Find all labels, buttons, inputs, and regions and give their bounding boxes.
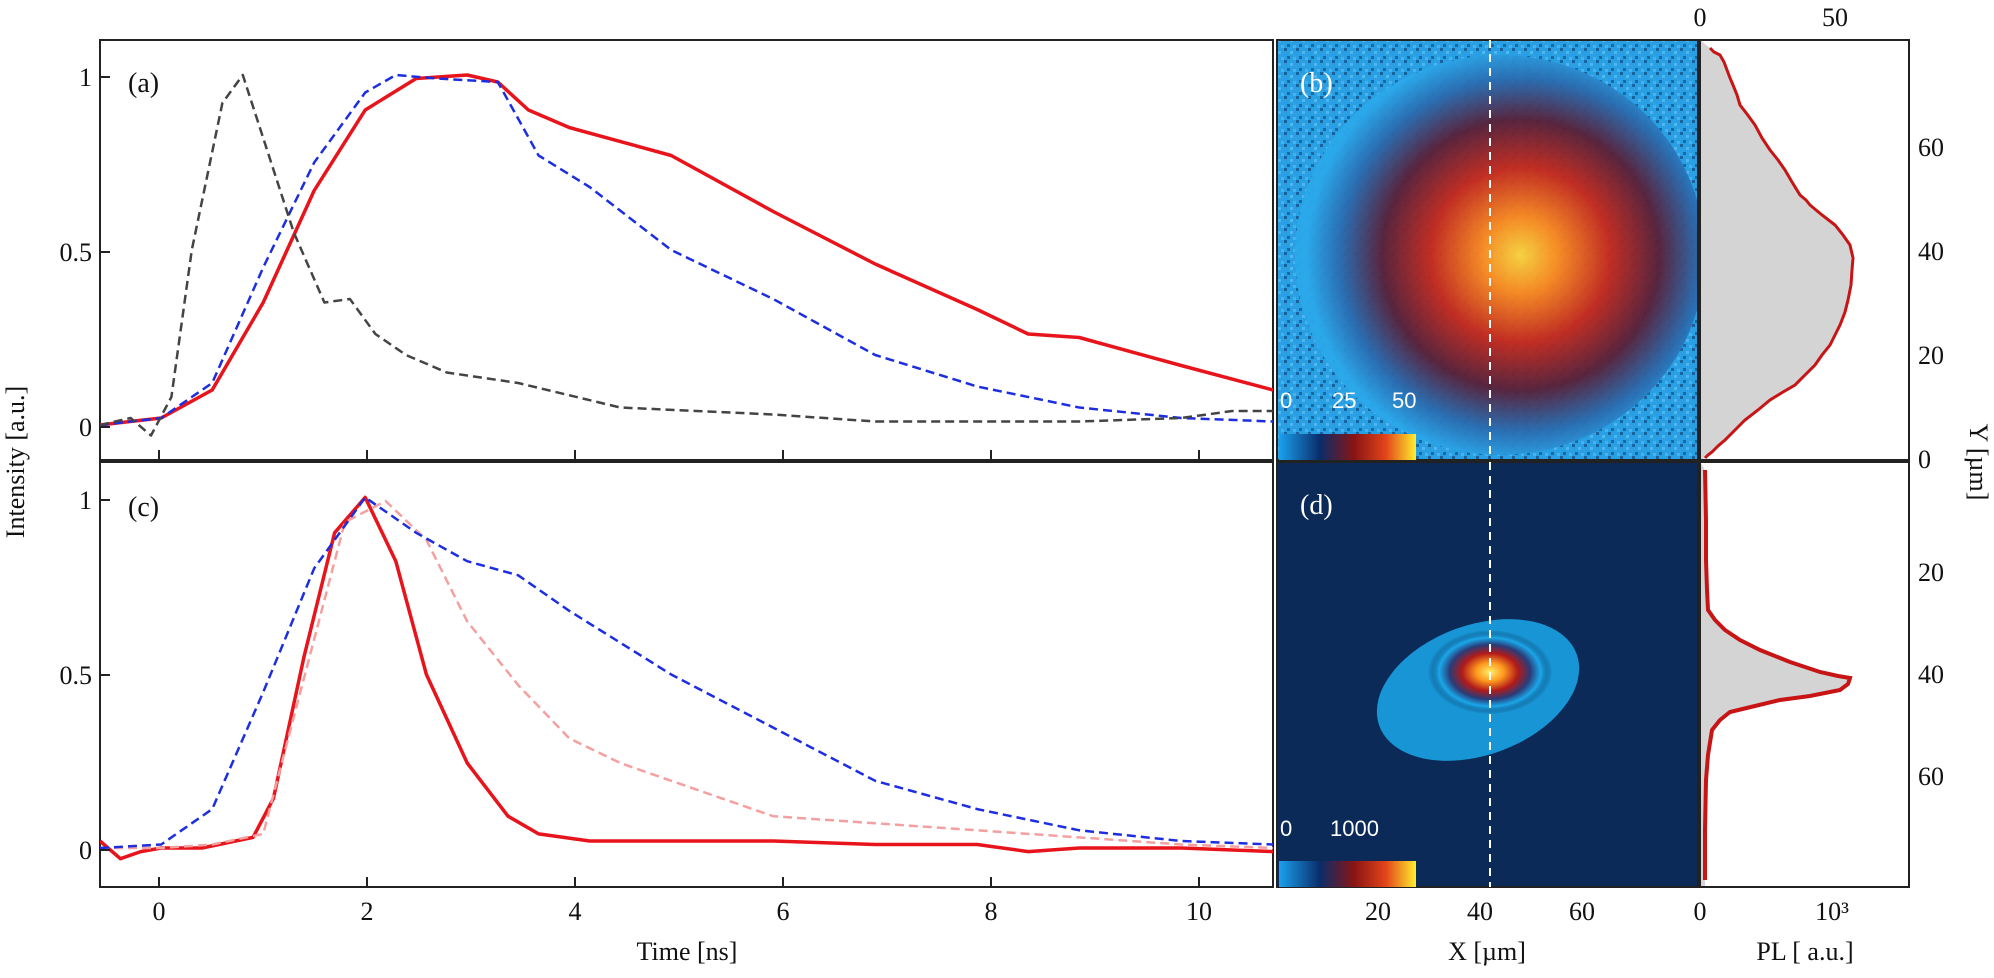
profile-d-frame: [1699, 461, 1910, 888]
profile-d-fill: [1700, 462, 1850, 887]
heatmap-xtick-40: 40: [1467, 897, 1493, 926]
panel-d-cbar-tick-0: 0: [1280, 816, 1292, 841]
y-axis-label: Intensity [a.u.]: [1, 386, 30, 538]
profile-b-frame: [1699, 39, 1910, 461]
panel-b-cbar-tick-50: 50: [1392, 388, 1416, 413]
panel-a-series: [100, 73, 1273, 437]
panel-c-series-red-solid: [100, 495, 1273, 861]
profile-d-x-label: PL [ a.u.]: [1756, 937, 1853, 966]
panel-d-heatmap: (d) 0 1000: [1276, 461, 1699, 888]
profile-d-ytick-20: 20: [1918, 558, 1944, 587]
profile-d-ytick-60: 60: [1918, 762, 1944, 791]
panel-c-series-light-red-dashed: [100, 499, 1273, 850]
panel-a-label: (a): [128, 68, 159, 99]
heatmap-x-ticks: 20 40 60 X [µm]: [1365, 897, 1595, 966]
profile-b: 0 50 60 40 20 0: [1694, 3, 1945, 474]
profile-b-ytick-40: 40: [1918, 237, 1944, 266]
profile-b-curve: [1703, 46, 1855, 460]
panel-a-series-blue-dashed: [100, 73, 1273, 427]
ytick-label-c-05: 0.5: [60, 661, 93, 690]
panel-b-spot: [1295, 55, 1705, 455]
x-axis-label: Time [ns]: [637, 937, 738, 966]
profile-d: 0 10³ PL [ a.u.] 20 40 60: [1694, 461, 1944, 966]
ytick-label-a-05: 0.5: [60, 238, 93, 267]
panel-d-cbar-tick-1000: 1000: [1330, 816, 1379, 841]
x-ticks: 0 2 4 6 8 10: [153, 450, 1212, 926]
heatmap-xtick-60: 60: [1569, 897, 1595, 926]
panel-b-cbar-tick-0: 0: [1280, 388, 1292, 413]
profile-d-curve: [1703, 469, 1853, 880]
panel-c-frame: [99, 461, 1274, 888]
heatmap-xtick-20: 20: [1365, 897, 1391, 926]
xtick-label-8: 8: [985, 897, 998, 926]
panel-d-label: (d): [1300, 490, 1333, 521]
heatmap-x-label: X [µm]: [1448, 937, 1526, 966]
profile-d-ytick-40: 40: [1918, 660, 1944, 689]
ytick-label-c-0: 0: [79, 836, 92, 865]
panel-b-cbar-tick-25: 25: [1332, 388, 1356, 413]
profile-b-top-tick-50: 50: [1822, 3, 1848, 32]
panel-b-heatmap: (b) 0 25 50: [1276, 39, 1705, 461]
panel-b-frame: [1276, 39, 1699, 461]
profile-b-ytick-0: 0: [1918, 445, 1931, 474]
panel-b-colorbar: [1279, 434, 1416, 460]
panel-c-series: [100, 495, 1273, 861]
panel-a-yticks: 1 0.5 0: [60, 63, 110, 442]
panel-c-yticks: 1 0.5 0: [60, 486, 110, 865]
panel-a-series-red-solid: [100, 73, 1273, 427]
panel-a-frame: [99, 39, 1274, 461]
ytick-label-a-1: 1: [79, 63, 92, 92]
panel-a-series-gray-dashed: [100, 73, 1273, 437]
xtick-label-4: 4: [569, 897, 582, 926]
panel-b-label: (b): [1300, 68, 1333, 99]
ytick-label-c-1: 1: [79, 486, 92, 515]
profile-d-xtick-1000: 10³: [1815, 897, 1849, 926]
profile-b-ytick-60: 60: [1918, 133, 1944, 162]
ytick-label-a-0: 0: [79, 413, 92, 442]
panel-d-colorbar: [1279, 861, 1416, 887]
profile-d-xtick-0: 0: [1694, 897, 1707, 926]
profile-b-fill: [1700, 40, 1852, 460]
panel-c-series-blue-dashed: [100, 496, 1273, 850]
profile-b-ytick-20: 20: [1918, 341, 1944, 370]
right-y-axis-label: Y [µm]: [1964, 424, 1993, 501]
xtick-label-10: 10: [1186, 897, 1212, 926]
xtick-label-6: 6: [777, 897, 790, 926]
xtick-label-0: 0: [153, 897, 166, 926]
panel-d-frame: [1276, 461, 1699, 888]
panel-c-label: (c): [128, 492, 159, 523]
profile-b-top-tick-0: 0: [1694, 3, 1707, 32]
xtick-label-2: 2: [361, 897, 374, 926]
